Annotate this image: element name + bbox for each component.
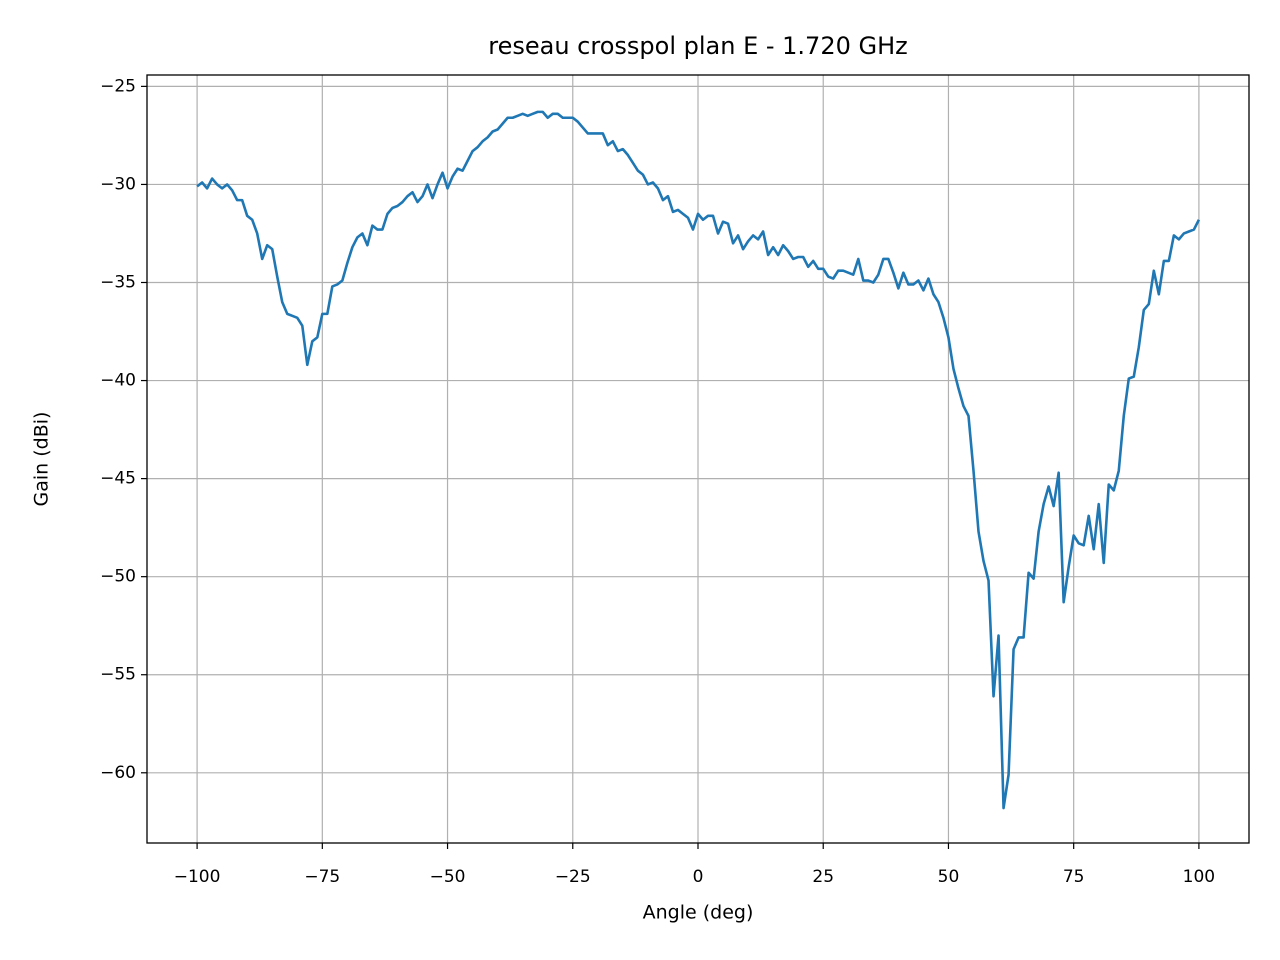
x-tick-label: 0 — [693, 867, 704, 887]
plot-frame — [146, 74, 1250, 844]
y-tick-label: −60 — [100, 763, 136, 783]
x-tick-label: −75 — [304, 867, 340, 887]
y-tick-label: −35 — [100, 272, 136, 292]
chart-title: reseau crosspol plan E - 1.720 GHz — [488, 32, 907, 60]
y-tick-label: −45 — [100, 469, 136, 489]
x-tick-label: 100 — [1183, 867, 1215, 887]
y-tick-label: −30 — [100, 174, 136, 194]
y-axis-label: Gain (dBi) — [31, 412, 53, 507]
x-tick-label: −50 — [430, 867, 466, 887]
y-tick-label: −55 — [100, 665, 136, 685]
x-tick-label: −25 — [555, 867, 591, 887]
x-tick-label: 50 — [938, 867, 960, 887]
x-tick-label: 25 — [812, 867, 834, 887]
y-tick-label: −40 — [100, 371, 136, 391]
y-tick-label: −50 — [100, 567, 136, 587]
x-tick-label: 75 — [1063, 867, 1085, 887]
y-tick-label: −25 — [100, 76, 136, 96]
data-line — [196, 110, 1201, 810]
x-axis-label: Angle (deg) — [643, 902, 754, 924]
x-tick-label: −100 — [174, 867, 221, 887]
